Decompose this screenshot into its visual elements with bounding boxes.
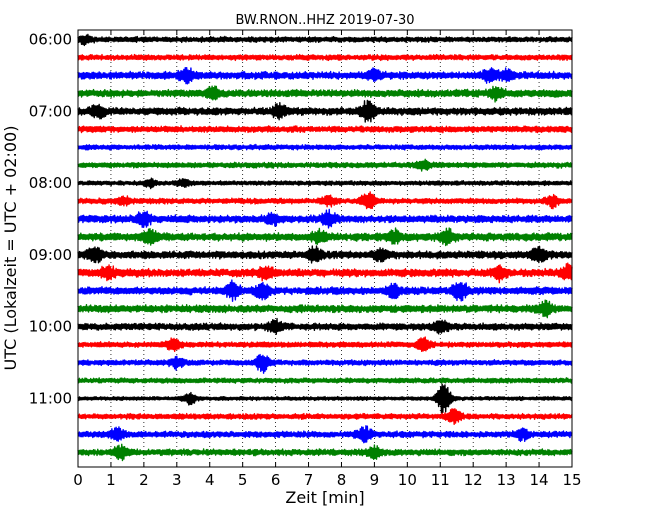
y-axis: 06:00 07:00 08:00 09:00 10:00 11:00 bbox=[29, 31, 572, 408]
x-tick-label: 4 bbox=[205, 471, 215, 489]
x-tick-label: 9 bbox=[370, 471, 380, 489]
trace-line bbox=[77, 177, 573, 190]
y-tick-label: 10:00 bbox=[29, 318, 72, 336]
y-tick-label: 06:00 bbox=[29, 31, 72, 49]
x-tick-label: 6 bbox=[271, 471, 281, 489]
trace-line bbox=[77, 158, 573, 172]
trace-line bbox=[77, 299, 573, 319]
trace-line bbox=[77, 383, 573, 414]
x-tick-label: 10 bbox=[398, 471, 417, 489]
x-tick-label: 0 bbox=[73, 471, 83, 489]
x-tick-label: 5 bbox=[238, 471, 248, 489]
trace-line bbox=[77, 245, 573, 264]
trace-group bbox=[77, 33, 573, 462]
trace-line bbox=[77, 353, 573, 374]
plot-frame bbox=[77, 29, 573, 468]
trace-line bbox=[77, 85, 573, 103]
trace-line bbox=[77, 443, 573, 462]
x-tick-label: 7 bbox=[304, 471, 314, 489]
x-tick-label: 14 bbox=[530, 471, 549, 489]
x-tick-label: 8 bbox=[337, 471, 347, 489]
y-axis-label: UTC (Lokalzeit = UTC + 02:00) bbox=[1, 126, 20, 371]
chart-title: BW.RNON..HHZ 2019-07-30 bbox=[235, 13, 414, 28]
trace-line bbox=[77, 191, 573, 210]
trace-line bbox=[77, 99, 573, 123]
x-tick-label: 15 bbox=[562, 471, 581, 489]
trace-line bbox=[77, 227, 573, 247]
grid-lines bbox=[110, 30, 540, 467]
trace-line bbox=[77, 425, 573, 444]
trace-line bbox=[77, 143, 573, 151]
x-tick-label: 1 bbox=[106, 471, 116, 489]
x-axis-label: Zeit [min] bbox=[285, 488, 364, 507]
trace-line bbox=[77, 279, 573, 302]
x-tick-label: 12 bbox=[464, 471, 483, 489]
trace-line bbox=[77, 262, 573, 284]
trace-line bbox=[77, 317, 573, 335]
x-tick-label: 3 bbox=[172, 471, 182, 489]
y-tick-label: 11:00 bbox=[29, 390, 72, 408]
trace-line bbox=[77, 377, 573, 384]
trace-line bbox=[77, 336, 573, 353]
y-tick-label: 08:00 bbox=[29, 174, 72, 192]
x-tick-label: 2 bbox=[139, 471, 149, 489]
x-axis: 0 1 2 3 4 5 6 7 8 9 10 11 12 13 14 15 bbox=[73, 30, 582, 489]
y-tick-label: 07:00 bbox=[29, 102, 72, 120]
trace-line bbox=[77, 208, 573, 229]
trace-line bbox=[77, 125, 573, 134]
trace-line bbox=[77, 33, 573, 47]
x-tick-label: 11 bbox=[431, 471, 450, 489]
trace-line bbox=[77, 408, 573, 425]
trace-line bbox=[77, 66, 573, 85]
y-tick-label: 09:00 bbox=[29, 246, 72, 264]
x-tick-label: 13 bbox=[497, 471, 516, 489]
trace-line bbox=[77, 53, 573, 62]
